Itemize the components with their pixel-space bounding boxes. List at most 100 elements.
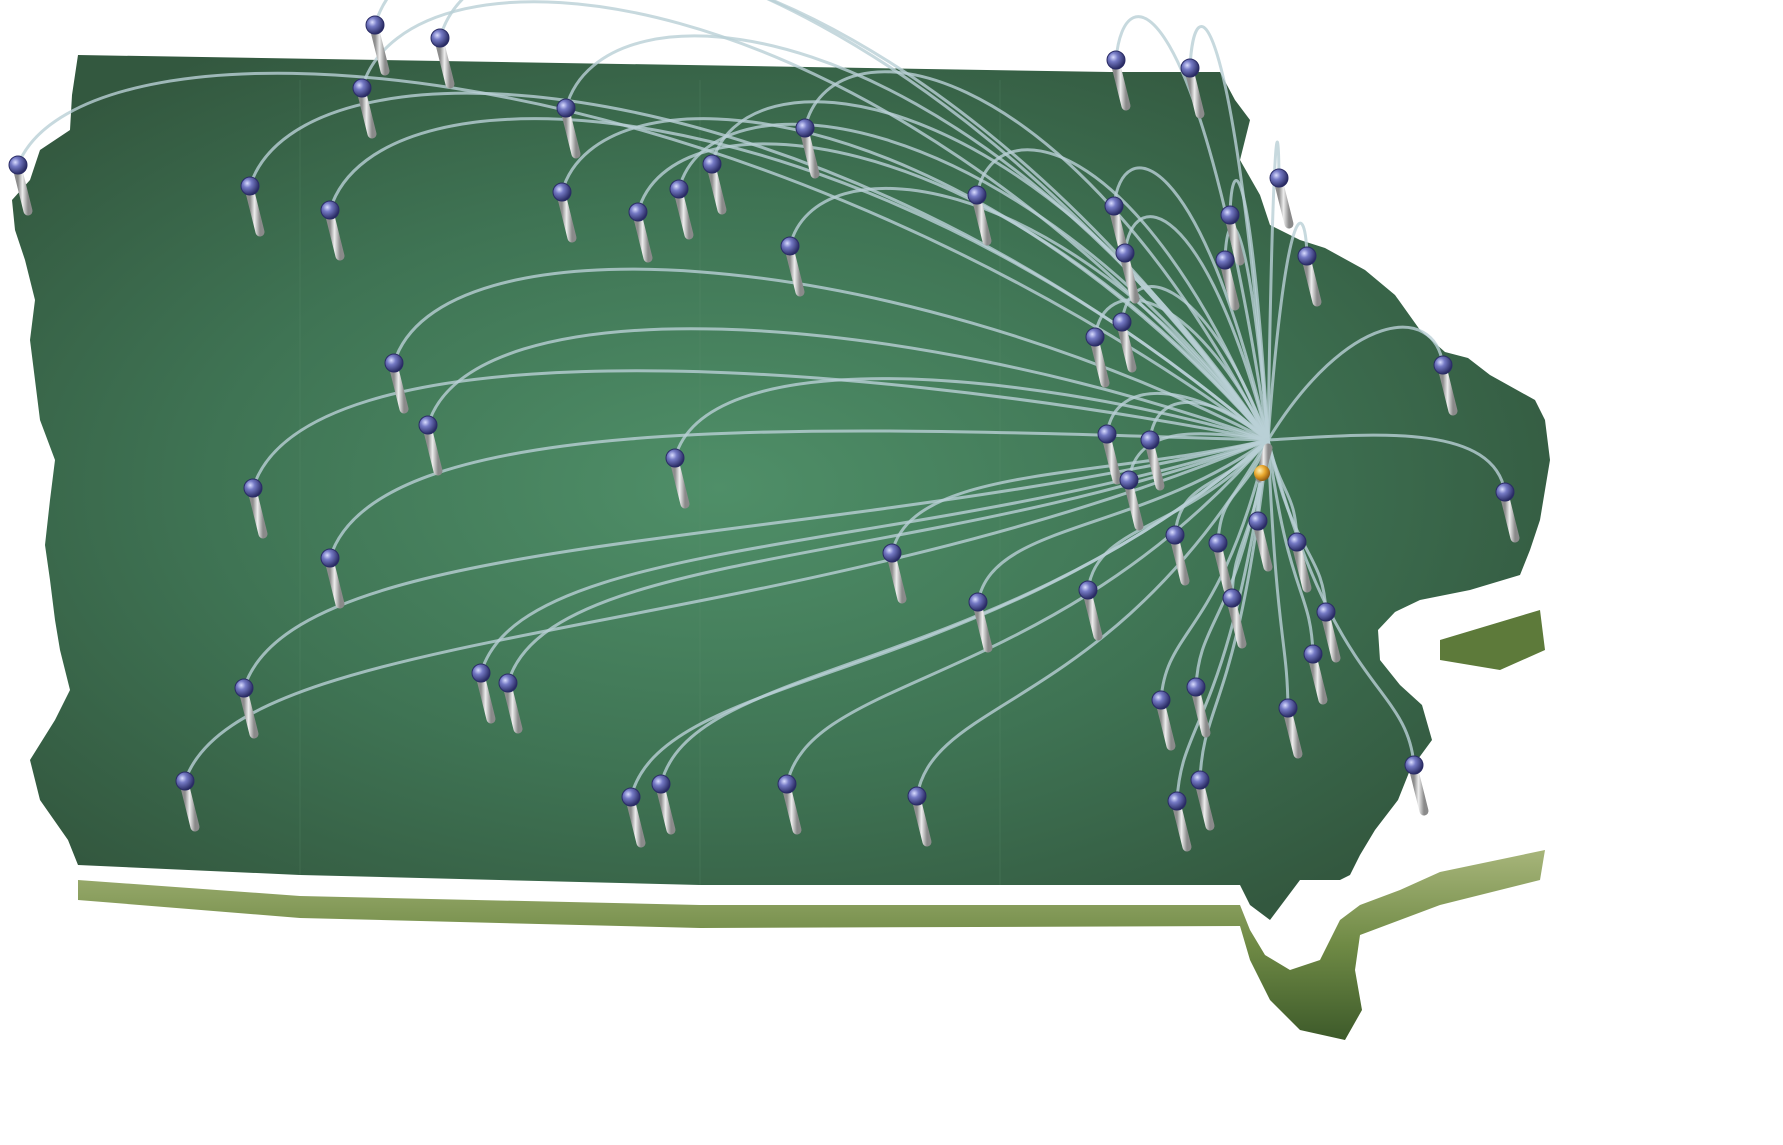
pin-stem <box>670 459 690 509</box>
flow-arc <box>506 438 1269 684</box>
flow-arc <box>1086 439 1270 591</box>
pushpin-icon <box>234 678 254 698</box>
pin-stem <box>476 674 496 724</box>
pin-stem <box>1102 435 1122 485</box>
pin-stem <box>423 426 443 476</box>
flow-arc <box>426 327 1269 442</box>
pin-stem <box>912 797 932 847</box>
pushpin-icon <box>651 774 671 794</box>
flow-arc <box>1267 433 1507 493</box>
pushpin-icon <box>175 771 195 791</box>
pushpin-icon <box>1495 482 1515 502</box>
pushpin-icon <box>1297 246 1317 266</box>
pin-heads <box>8 15 1515 811</box>
flow-arc <box>1175 439 1270 802</box>
pin-stem <box>1191 688 1211 738</box>
pushpin-icon <box>320 200 340 220</box>
flow-arc <box>710 100 1270 441</box>
pushpin-icon <box>8 155 28 175</box>
pushpin-icon <box>430 28 450 48</box>
pushpin-icon <box>556 98 576 118</box>
pushpin-icon <box>621 787 641 807</box>
pin-stem <box>1274 179 1294 229</box>
pin-stem <box>1124 481 1144 531</box>
flow-arc <box>975 148 1270 441</box>
flow-arc <box>1148 400 1269 442</box>
pushpin-icon <box>669 179 689 199</box>
flow-arc <box>360 0 1270 441</box>
pin-stem <box>785 247 805 297</box>
flow-arc <box>1159 439 1270 701</box>
flow-arc <box>976 438 1269 603</box>
pushpin-icon <box>1151 690 1171 710</box>
flow-arc <box>1228 179 1270 441</box>
flow-arc <box>479 438 1269 674</box>
pushpin-icon <box>365 15 385 35</box>
pushpin-icon <box>1404 755 1424 775</box>
hub-icon <box>1254 465 1270 481</box>
pushpin-icon <box>243 478 263 498</box>
pushpin-icon <box>777 774 797 794</box>
flow-arc <box>1266 439 1315 655</box>
flow-arc <box>659 438 1269 785</box>
pin-stem <box>1220 261 1240 311</box>
flow-arc <box>1266 140 1281 441</box>
pin-stem <box>973 603 993 653</box>
flow-arc <box>803 70 1270 441</box>
pin-stem <box>1283 709 1303 759</box>
pushpin-icon <box>1208 533 1228 553</box>
pin-stem <box>1083 591 1103 641</box>
pushpin-icon <box>1303 644 1323 664</box>
pushpin-icon <box>1078 580 1098 600</box>
pin-stem <box>1302 257 1322 307</box>
pin-stem <box>1195 781 1215 831</box>
pin-stem <box>1185 69 1205 119</box>
state-extrusion <box>78 850 1545 1040</box>
pin-stem <box>1500 493 1520 543</box>
pushpin-icon <box>1433 355 1453 375</box>
flow-arc <box>392 267 1269 442</box>
pushpin-icon <box>795 118 815 138</box>
flow-arc <box>1188 24 1270 441</box>
pin-stem <box>1213 544 1233 594</box>
flow-arc <box>1120 285 1270 441</box>
pushpin-icon <box>1316 602 1336 622</box>
pin-stem <box>1321 613 1341 663</box>
pushpin-icon <box>628 202 648 222</box>
pin-stem <box>800 129 820 179</box>
pin-stem <box>1120 254 1140 304</box>
flow-arc <box>1114 15 1270 441</box>
pushpin-icon <box>907 786 927 806</box>
pushpin-icon <box>1167 791 1187 811</box>
pin-stem <box>656 785 676 835</box>
pushpin-icon <box>967 185 987 205</box>
pin-stem <box>389 364 409 414</box>
flow-arc <box>1266 439 1416 766</box>
pushpin-icon <box>552 182 572 202</box>
flow-arc <box>1266 325 1445 441</box>
pin-stem <box>357 89 377 139</box>
pin-stem <box>1292 543 1312 593</box>
pin-stem <box>1172 802 1192 852</box>
pin-stem <box>1145 441 1165 491</box>
flow-arc <box>183 438 1269 782</box>
pushpin-icon <box>240 176 260 196</box>
pushpin-icon <box>1220 205 1240 225</box>
pin-stem <box>972 196 992 246</box>
pin-stem <box>1225 216 1245 266</box>
flow-arc <box>788 187 1270 441</box>
pushpin-icon <box>1287 532 1307 552</box>
pushpin-icon <box>498 673 518 693</box>
pin-stem <box>674 190 694 240</box>
flow-arc <box>915 439 1270 797</box>
pin-stem <box>782 785 802 835</box>
pushpin-icon <box>1112 312 1132 332</box>
flow-arc <box>328 429 1269 559</box>
pin-stem <box>626 798 646 848</box>
pushpin-icon <box>1180 58 1200 78</box>
flow-arc <box>677 122 1270 441</box>
flow-arc <box>438 0 1270 441</box>
pushpin-icon <box>968 592 988 612</box>
